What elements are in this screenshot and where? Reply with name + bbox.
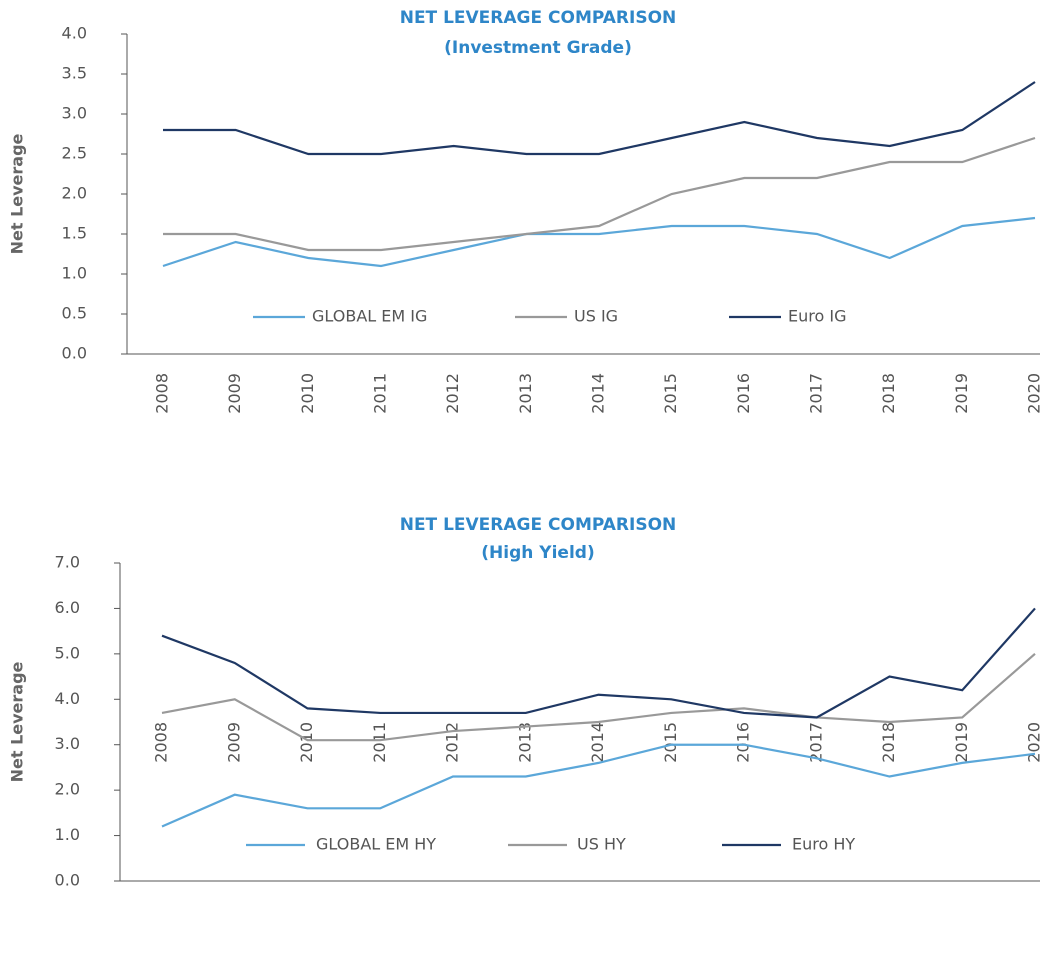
x-tick-label: 2019	[952, 373, 971, 414]
y-tick-label: 2.5	[62, 144, 87, 163]
y-tick-label: 1.0	[62, 264, 87, 283]
y-tick-label: 4.0	[55, 689, 80, 708]
y-axis-label: Net Leverage	[8, 661, 27, 782]
x-tick-label: 2016	[734, 373, 753, 414]
x-tick-label: 2015	[661, 722, 680, 763]
legend-label: Euro HY	[792, 835, 855, 854]
x-tick-label: 2013	[515, 722, 534, 763]
series-line	[161, 607, 1036, 719]
chart-subtitle: (High Yield)	[481, 543, 594, 563]
x-tick-label: 2008	[153, 373, 172, 414]
x-tick-label: 2017	[807, 373, 826, 414]
series-line	[162, 216, 1036, 268]
x-tick-label: 2012	[443, 722, 462, 763]
y-tick-label: 3.0	[55, 734, 80, 753]
chart-subtitle: (Investment Grade)	[444, 38, 632, 58]
x-tick-label: 2008	[152, 722, 171, 763]
series-line	[163, 81, 1036, 156]
x-tick-label: 2017	[806, 722, 825, 763]
y-tick-label: 3.0	[62, 104, 87, 123]
legend-label: US IG	[574, 307, 618, 326]
x-tick-label: 2009	[225, 373, 244, 414]
x-tick-label: 2018	[879, 722, 898, 763]
series-line	[163, 136, 1036, 252]
x-tick-label: 2019	[952, 722, 971, 763]
y-tick-label: 1.5	[62, 224, 87, 243]
y-tick-label: 4.0	[62, 24, 87, 43]
y-tick-label: 6.0	[55, 598, 80, 617]
x-tick-label: 2014	[589, 373, 608, 414]
chart-title: NET LEVERAGE COMPARISON	[400, 515, 677, 535]
x-tick-label: 2010	[298, 373, 317, 414]
y-axis-label: Net Leverage	[8, 133, 27, 254]
x-tick-label: 2020	[1025, 373, 1044, 414]
x-tick-label: 2009	[224, 722, 243, 763]
x-tick-label: 2010	[297, 722, 316, 763]
x-tick-label: 2018	[879, 373, 898, 414]
legend-label: GLOBAL EM IG	[312, 307, 427, 326]
y-tick-label: 0.5	[62, 304, 87, 323]
x-tick-label: 2011	[371, 373, 390, 414]
y-tick-label: 7.0	[55, 553, 80, 572]
y-tick-label: 2.0	[55, 780, 80, 799]
x-tick-label: 2014	[588, 722, 607, 763]
y-tick-label: 3.5	[62, 64, 87, 83]
y-tick-label: 0.0	[62, 344, 87, 363]
y-tick-label: 0.0	[55, 871, 80, 890]
x-tick-label: 2015	[661, 373, 680, 414]
legend-label: GLOBAL EM HY	[316, 835, 436, 854]
series-line	[161, 653, 1036, 742]
chart-title: NET LEVERAGE COMPARISON	[400, 8, 677, 28]
x-tick-label: 2020	[1025, 722, 1044, 763]
y-tick-label: 5.0	[55, 643, 80, 662]
x-tick-label: 2011	[370, 722, 389, 763]
x-tick-label: 2016	[734, 722, 753, 763]
x-tick-label: 2012	[443, 373, 462, 414]
y-tick-label: 2.0	[62, 184, 87, 203]
y-tick-label: 1.0	[55, 825, 80, 844]
legend-label: US HY	[577, 835, 626, 854]
legend-label: Euro IG	[788, 307, 846, 326]
x-tick-label: 2013	[516, 373, 535, 414]
series-line	[161, 743, 1036, 828]
